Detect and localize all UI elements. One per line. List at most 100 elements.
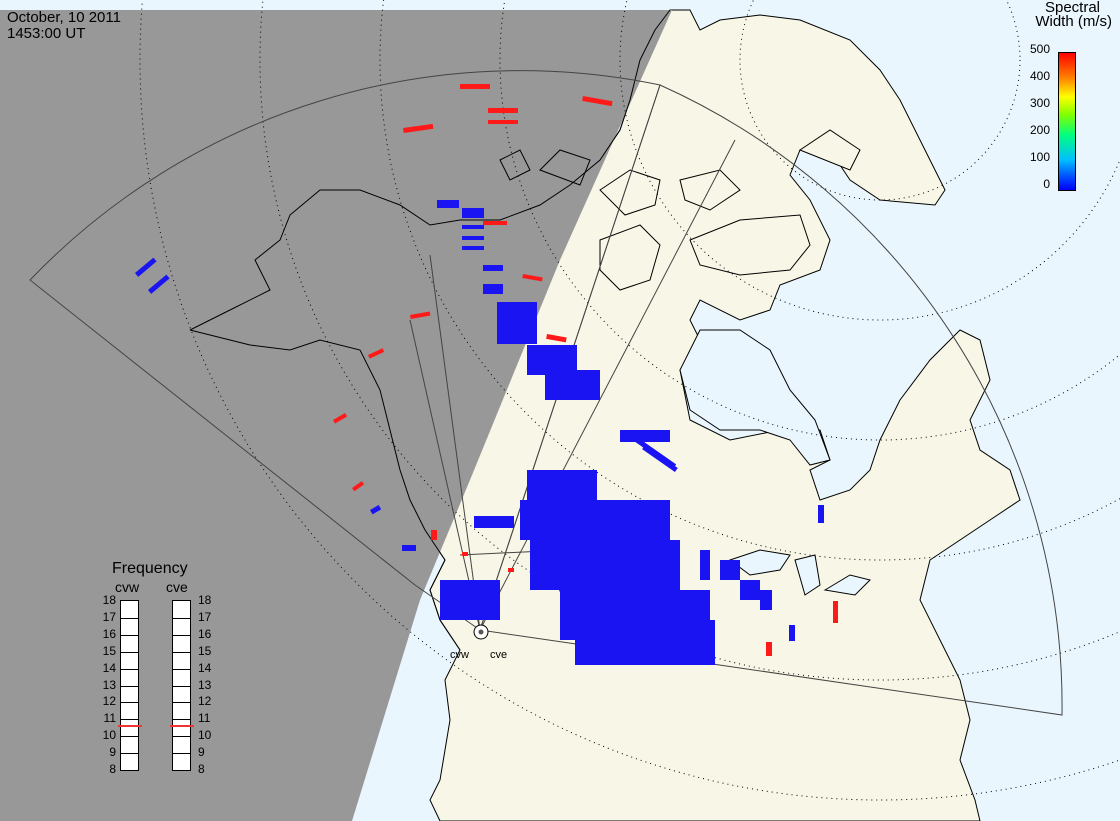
frequency-scale-label: 15 (198, 643, 212, 658)
scatter-cell (402, 545, 416, 551)
frequency-scale-label: 8 (109, 762, 116, 776)
frequency-scale-label: 17 (102, 609, 116, 624)
frequency-title: Frequency (112, 560, 188, 577)
scatter-cell (462, 208, 484, 218)
frequency-gauge-cell (173, 736, 190, 738)
scatter-cell (546, 333, 567, 343)
frequency-scale-label: 14 (198, 660, 212, 675)
site-label-cvw: cvw (450, 649, 469, 661)
scatter-cell (789, 625, 795, 641)
frequency-gauge-cell (173, 753, 190, 755)
frequency-gauge-cell (121, 651, 138, 653)
frequency-gauge-cell (121, 668, 138, 670)
frequency-scale-label: 8 (198, 762, 205, 776)
scatter-cell (520, 500, 670, 540)
frequency-gauge-cell (121, 617, 138, 619)
frequency-marker-cvw (118, 725, 142, 728)
scatter-cell (474, 516, 514, 528)
scatter-cell (369, 505, 382, 515)
colorbar-tick: 0 (1043, 177, 1050, 191)
frequency-gauge-cell (173, 668, 190, 670)
scatter-cell (460, 84, 490, 89)
scatter-cell (483, 265, 503, 271)
scatter-cell (462, 236, 484, 240)
scatter-cell (522, 274, 543, 282)
frequency-gauge-cell (173, 651, 190, 653)
scatter-cell (700, 550, 710, 580)
frequency-scale-label: 15 (102, 643, 116, 658)
scatter-cell (760, 590, 772, 610)
colorbar-tick: 400 (1029, 69, 1050, 83)
frequency-scale-label: 9 (109, 745, 116, 760)
latitude-grid (139, 0, 1120, 801)
frequency-scale-label: 9 (198, 745, 205, 760)
scatter-cell (600, 560, 680, 590)
colorbar (1058, 52, 1076, 191)
time-label: 1453:00 UT (7, 25, 86, 42)
scatter-cell (545, 370, 600, 400)
scatter-cell (508, 568, 514, 572)
scatter-cell (766, 642, 772, 656)
scatter-cell (582, 96, 613, 107)
scatter-cell (740, 580, 760, 600)
frequency-gauge-cvw (120, 600, 139, 771)
frequency-scale-label: 12 (198, 694, 212, 709)
frequency-gauge-cell (173, 634, 190, 636)
scatter-cell (488, 120, 518, 124)
frequency-gauge-cell (121, 685, 138, 687)
hudson-bay (679, 329, 831, 466)
scatter-cell (462, 246, 484, 250)
frequency-marker-cve (170, 725, 194, 728)
frequency-gauge-cell (121, 753, 138, 755)
colorbar-tick: 500 (1029, 42, 1050, 56)
colorbar-title: Spectral (1044, 0, 1100, 16)
frequency-scale-label: 11 (103, 711, 116, 726)
scatter-cell (497, 302, 537, 344)
scatter-cell (720, 560, 740, 580)
colorbar-tick: 100 (1029, 150, 1050, 164)
scatter-cell (135, 257, 157, 277)
scatter-cell (642, 445, 678, 473)
frequency-gauge-cell (173, 702, 190, 704)
scatter-cell (352, 481, 365, 492)
site-label-cve: cve (490, 649, 507, 661)
frequency-scale-label: 13 (198, 677, 212, 692)
frequency-scale-label: 17 (198, 609, 212, 624)
scatter-cell (431, 530, 437, 540)
scatter-cell (818, 505, 824, 523)
scatter-cell (333, 413, 348, 424)
frequency-scale-label: 18 (102, 593, 116, 607)
radar-fov-outline (29, 70, 1063, 716)
scatter-cell (527, 470, 597, 500)
colorbar-tick: 300 (1029, 96, 1050, 110)
radar-sites: cvw cve (450, 624, 507, 661)
scatter-cell (437, 200, 459, 208)
frequency-gauge-cell (121, 719, 138, 721)
scatter-cell (575, 620, 715, 665)
scatter-cell (403, 123, 434, 133)
frequency-gauge-cell (121, 736, 138, 738)
great-lakes (728, 549, 871, 596)
frequency-scale-label: 10 (198, 728, 212, 743)
scatter-cell (410, 311, 431, 319)
frequency-gauge-cell (173, 617, 190, 619)
frequency-gauge-cell (173, 719, 190, 721)
date-label: October, 10 2011 (7, 9, 121, 26)
scatter-cell (483, 284, 503, 294)
frequency-scale-label: 18 (198, 593, 212, 607)
frequency-radar-cve: cve (166, 579, 188, 595)
scatter-cell (488, 108, 518, 113)
colorbar-tick: 200 (1029, 123, 1050, 137)
scatter-cell (455, 600, 485, 620)
frequency-scale-label: 16 (102, 626, 116, 641)
scatter-cell (833, 601, 838, 623)
scatter-cell (462, 552, 468, 556)
frequency-scale-label: 12 (102, 694, 116, 709)
colorbar-units: Width (m/s) (1035, 13, 1112, 30)
scatter-cell (368, 348, 385, 359)
frequency-scale-label: 16 (198, 626, 212, 641)
scatter-cell (148, 274, 170, 294)
frequency-scale-label: 13 (102, 677, 116, 692)
frequency-scale-label: 14 (102, 660, 116, 675)
